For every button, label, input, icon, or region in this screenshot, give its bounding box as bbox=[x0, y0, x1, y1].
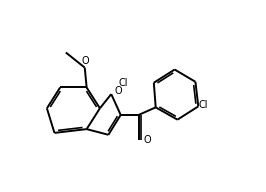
Text: O: O bbox=[114, 86, 122, 96]
Text: O: O bbox=[82, 56, 89, 66]
Text: O: O bbox=[143, 135, 151, 145]
Text: Cl: Cl bbox=[119, 78, 128, 88]
Text: Cl: Cl bbox=[198, 100, 208, 110]
